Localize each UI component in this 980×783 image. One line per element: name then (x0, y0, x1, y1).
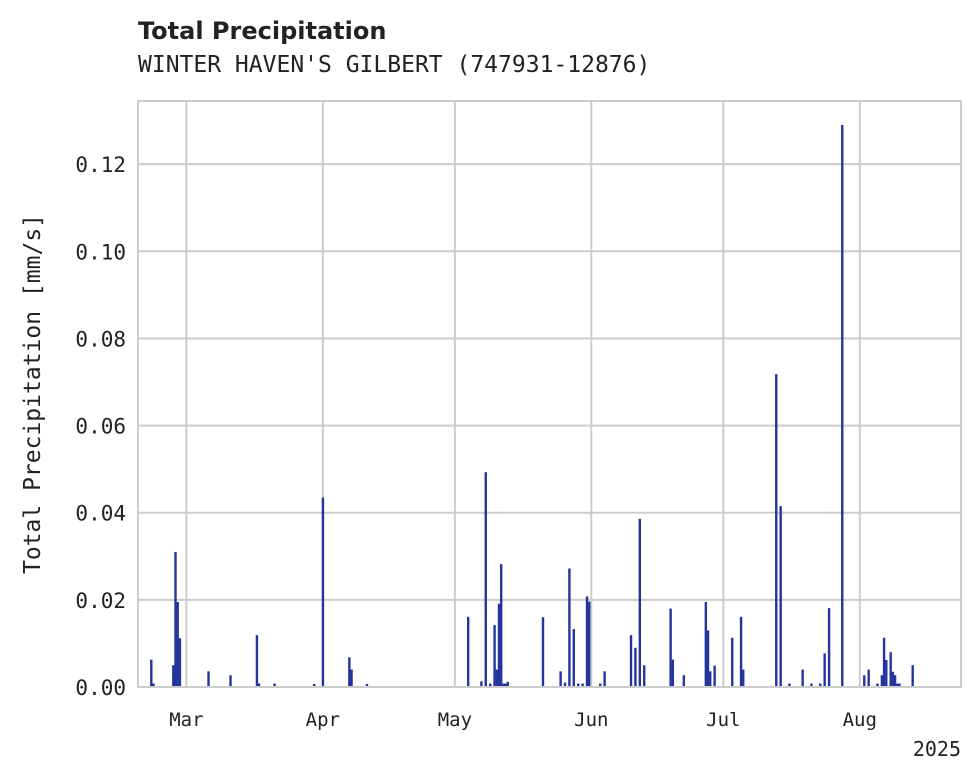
precip-bar (788, 683, 791, 687)
precip-bar (706, 630, 710, 687)
precip-bar (504, 683, 507, 687)
precip-bar (559, 671, 562, 687)
precip-bar (484, 472, 487, 687)
precip-bar (682, 675, 686, 687)
precip-bar (466, 616, 470, 687)
precip-bar (779, 506, 782, 687)
precip-bar (863, 675, 866, 687)
precip-bar (893, 675, 897, 687)
x-tick-label: Jun (574, 709, 608, 731)
precip-bar (669, 608, 672, 687)
precip-bar (599, 683, 602, 687)
year-label: 2025 (913, 737, 961, 761)
precip-bar (541, 617, 545, 687)
precip-bar (882, 637, 886, 687)
y-tick-label: 0.02 (75, 589, 126, 613)
precip-bar (819, 683, 822, 687)
precip-bar (568, 568, 571, 687)
precip-bar (876, 683, 879, 687)
chart-title: Total Precipitation (138, 17, 387, 45)
precip-bar (273, 683, 276, 687)
precip-bar (176, 602, 179, 687)
x-tick-labels: Mar Apr May Jun Jul Aug (169, 709, 877, 731)
precip-bar (911, 665, 914, 687)
precip-bar (801, 669, 804, 687)
precip-bar (880, 675, 884, 687)
precip-bar (480, 681, 483, 687)
bars-layer (150, 124, 914, 687)
x-tick-label: Apr (306, 709, 340, 731)
precip-bar (841, 124, 844, 687)
chart-subtitle: WINTER HAVEN'S GILBERT (747931-12876) (138, 52, 651, 78)
precip-bar (178, 638, 182, 687)
grid-layer (138, 101, 961, 688)
precip-bar (671, 659, 675, 687)
precip-bar (172, 665, 175, 687)
precip-bar (348, 657, 351, 687)
y-tick-label: 0.12 (75, 153, 126, 177)
y-tick-label: 0.10 (75, 240, 126, 264)
y-tick-labels: 0.00 0.02 0.04 0.06 0.08 0.10 0.12 (75, 153, 126, 700)
precip-bar (891, 671, 895, 687)
precip-bar (629, 635, 633, 687)
precip-bar (827, 608, 831, 687)
precip-bar (603, 671, 606, 687)
precip-bar (502, 683, 505, 687)
precip-bar (885, 659, 888, 687)
precip-bar (150, 659, 153, 687)
precip-bar (493, 625, 496, 687)
y-tick-label: 0.04 (75, 502, 126, 526)
precip-bar (229, 675, 232, 687)
precip-bar (350, 669, 353, 687)
precip-bar (704, 602, 708, 687)
x-tick-label: May (438, 709, 472, 731)
precip-bar (499, 564, 503, 687)
x-tick-label: Aug (843, 709, 877, 731)
precip-bar (634, 647, 637, 687)
precip-bar (739, 616, 743, 687)
precip-bar (588, 601, 591, 687)
precip-bar (775, 374, 778, 687)
plot-frame (137, 100, 962, 688)
y-tick-label: 0.06 (75, 415, 126, 439)
precip-bar (257, 683, 261, 687)
precip-bar (488, 683, 492, 687)
precip-bar (810, 683, 813, 687)
precip-bar (563, 682, 567, 687)
precip-bar (713, 665, 716, 687)
precip-bar (889, 652, 892, 687)
precip-bar (255, 635, 259, 687)
precip-bar (585, 596, 589, 687)
precip-bar (572, 629, 576, 687)
precip-bar (152, 683, 155, 687)
y-axis-label: Total Precipitation [mm/s] (20, 214, 46, 574)
x-tick-label: Mar (169, 709, 203, 731)
precip-bar (497, 603, 501, 687)
precip-bar (867, 669, 870, 687)
y-tick-label: 0.08 (75, 327, 126, 351)
precip-bar (506, 681, 509, 687)
precip-bar (577, 683, 580, 687)
precip-bar (823, 653, 826, 687)
precip-bar (174, 551, 177, 687)
precip-bar (312, 683, 316, 687)
precip-bar (709, 671, 712, 687)
precip-bar (896, 683, 899, 687)
precip-bar (207, 671, 210, 687)
precip-bar (321, 497, 325, 687)
precip-bar (742, 669, 745, 687)
precip-bar (643, 665, 646, 687)
precip-bar (581, 683, 584, 687)
precip-bar (365, 683, 369, 687)
precip-bar (495, 669, 498, 687)
precip-bar (638, 518, 642, 687)
x-tick-label: Jul (706, 709, 740, 731)
y-tick-label: 0.00 (75, 676, 126, 700)
precip-bar (898, 683, 901, 687)
precip-bar (731, 637, 734, 687)
